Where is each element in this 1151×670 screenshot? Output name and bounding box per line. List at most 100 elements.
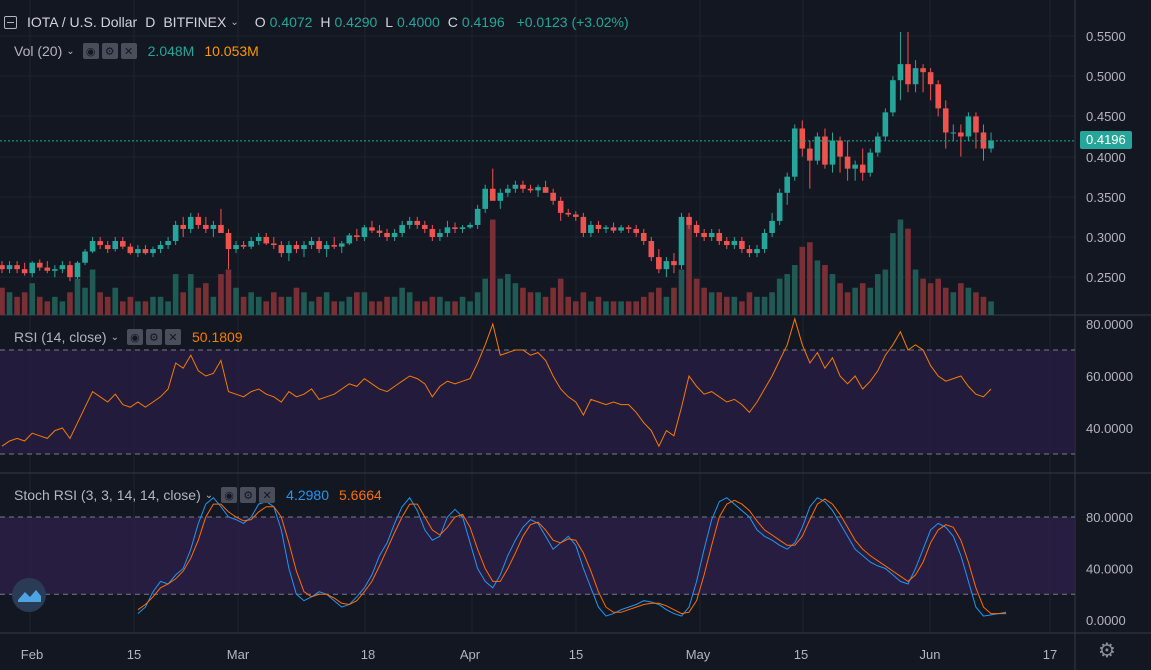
stoch-label[interactable]: Stoch RSI (3, 3, 14, 14, close) [14,487,201,503]
candle-body [293,245,300,250]
candle-body [912,68,919,85]
candle-body [255,237,262,242]
volume-bar [89,269,96,315]
tradingview-logo-icon[interactable] [12,578,46,612]
candle-body [263,237,270,244]
volume-bar [980,296,987,315]
rsi-label[interactable]: RSI (14, close) [14,329,107,345]
volume-bar [588,301,594,315]
candle-body [361,227,368,237]
candle-body [550,192,556,201]
candle-body [844,156,851,169]
volume-label[interactable]: Vol (20) [14,43,63,59]
volume-bar [920,278,926,315]
volume-bar [157,296,164,315]
candle-body [74,262,81,278]
candle-body [142,249,149,254]
symbol-name[interactable]: IOTA / U.S. Dollar [27,14,138,30]
candle-body [656,257,662,270]
volume-bar [837,283,843,315]
exchange[interactable]: BITFINEX [163,14,227,30]
volume-bar [248,292,254,315]
close-icon[interactable]: ✕ [259,487,276,503]
low-label: L [385,14,393,30]
volume-bar [859,283,866,315]
volume-bar [950,292,957,315]
volume-bar [686,224,692,315]
candle-body [6,265,13,270]
candle-body [625,227,632,229]
candle-body [580,216,587,233]
volume-bar [905,228,911,315]
volume-bar [127,296,134,315]
close-icon[interactable]: ✕ [164,329,181,345]
volume-bar [263,301,270,315]
volume-bar [542,296,549,315]
collapse-icon[interactable] [4,15,17,29]
price-tick-label: 0.4500 [1086,109,1126,124]
volume-bar [784,274,790,315]
candle-body [640,232,647,242]
volume-bar [527,292,534,315]
volume-bar [59,301,66,315]
chevron-down-icon[interactable]: ⌄ [230,16,239,28]
candle-body [210,224,217,229]
volume-bar [316,296,322,315]
last-price-tag: 0.4196 [1080,131,1132,149]
volume-bar [701,287,707,315]
volume-bar [671,287,677,315]
volume-bar [618,301,624,315]
volume-bar [882,269,889,315]
open-value: 0.4072 [269,14,313,30]
candle-body [376,230,383,233]
candle-body [452,227,458,229]
volume-bar [112,287,119,315]
settings-gear-icon[interactable]: ⚙ [1098,638,1116,662]
volume-bar [505,274,511,315]
volume-bar [218,274,224,315]
volume-bar [565,296,572,315]
volume-bar [452,301,458,315]
volume-bar [942,287,949,315]
eye-icon[interactable]: ◉ [126,329,143,345]
interval[interactable]: D [145,14,156,30]
volume-bar [195,287,202,315]
volume-bar [625,301,632,315]
volume-bar [814,260,821,315]
gear-icon[interactable]: ⚙ [101,43,118,59]
rsi-tick-label: 60.0000 [1086,369,1133,384]
close-icon[interactable]: ✕ [120,43,137,59]
stoch-d-line [137,498,1007,615]
volume-bar [512,283,519,315]
volume-bar [912,269,919,315]
volume-bar [444,301,451,315]
candle-body [829,140,836,165]
price-tick-label: 0.2500 [1086,270,1126,285]
chevron-down-icon[interactable]: ⌄ [66,45,75,57]
chevron-down-icon[interactable]: ⌄ [110,331,119,343]
volume-bar [14,296,20,315]
candle-body [301,245,307,250]
volume-bar [399,287,405,315]
volume-bar [225,269,232,315]
volume-bar [580,292,587,315]
eye-icon[interactable]: ◉ [221,487,238,503]
eye-icon[interactable]: ◉ [82,43,99,59]
volume-bar [210,296,217,315]
volume-bar [927,283,934,315]
gear-icon[interactable]: ⚙ [240,487,257,503]
candle-body [187,216,194,229]
gear-icon[interactable]: ⚙ [145,329,162,345]
candle-body [807,148,813,161]
chevron-down-icon[interactable]: ⌄ [204,489,214,501]
time-tick-label: 15 [127,647,141,662]
volume-bar [255,296,262,315]
candle-body [135,249,141,254]
time-tick-label: 17 [1043,647,1057,662]
volume-bar [67,292,73,315]
volume-bar [172,274,179,315]
volume-bar [286,296,292,315]
candle-body [724,241,730,246]
candle-body [618,227,624,231]
